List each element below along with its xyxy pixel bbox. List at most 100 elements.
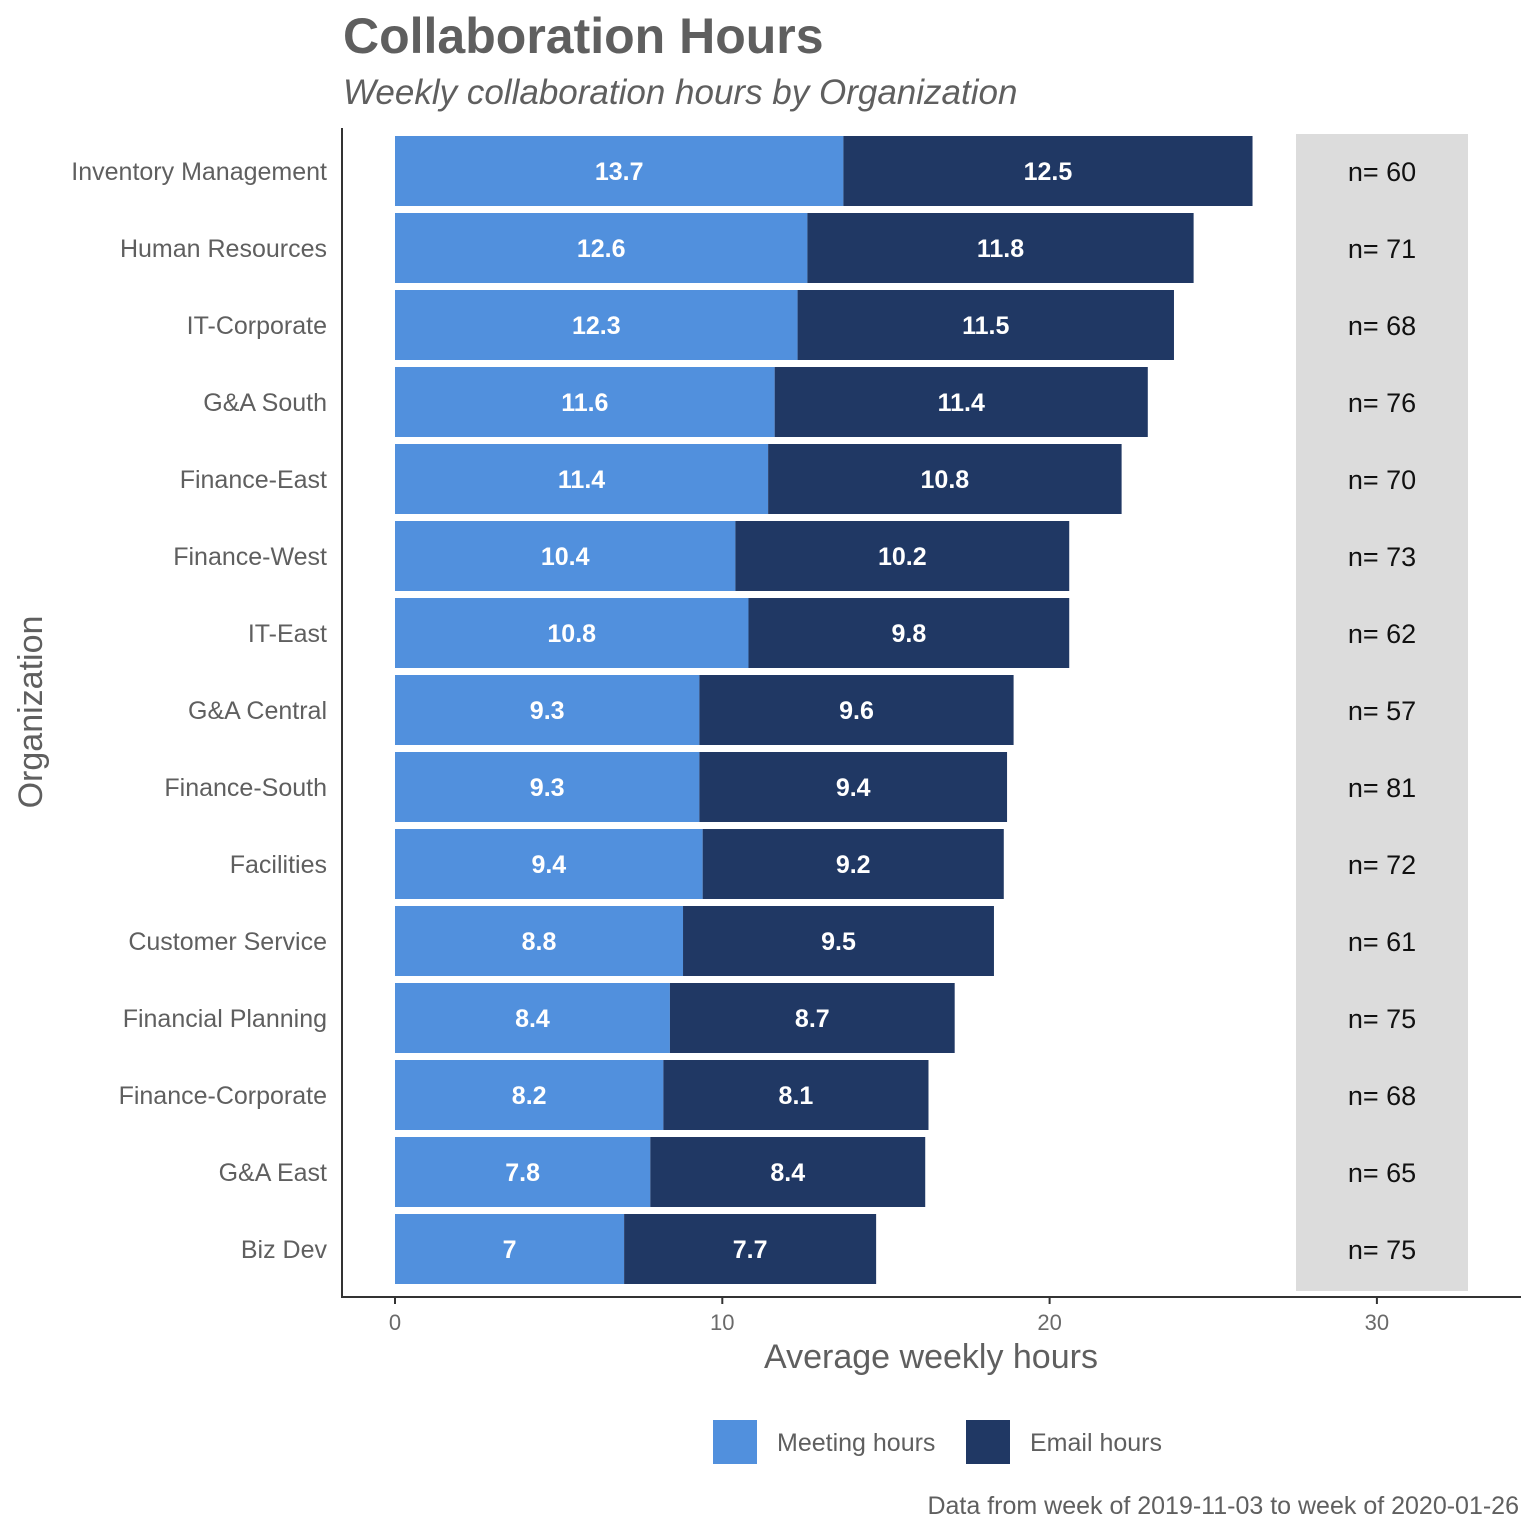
sample-size-labels: n= 60 n= 71 n= 68 n= 76 n= 70 n= 73 n= 62 n= 57… bbox=[1348, 157, 1416, 1265]
bar-email-hours-finance-east bbox=[768, 444, 1122, 514]
bar-value-email-hours-finance-west: 10.2 bbox=[878, 543, 927, 571]
bar-meeting-hours-biz-dev bbox=[395, 1214, 625, 1284]
x-tick-label-20: 20 bbox=[1037, 1310, 1061, 1335]
category-label-finance-west: Finance-West bbox=[173, 543, 327, 571]
bar-value-meeting-hours-it-corporate: 12.3 bbox=[572, 312, 621, 340]
sample-size-human-resources: n= 71 bbox=[1348, 234, 1416, 264]
category-label-ganda-central: G&A Central bbox=[188, 697, 327, 725]
bar-value-email-hours-facilities: 9.2 bbox=[836, 851, 871, 879]
category-label-biz-dev: Biz Dev bbox=[241, 1236, 328, 1264]
bar-meeting-hours-it-east bbox=[395, 598, 749, 668]
bar-email-hours-financial-planning bbox=[669, 983, 955, 1053]
bar-value-email-hours-finance-south: 9.4 bbox=[836, 774, 871, 802]
bar-email-hours-it-east bbox=[748, 598, 1070, 668]
bar-value-email-hours-it-corporate: 11.5 bbox=[962, 312, 1009, 340]
bar-value-email-hours-it-east: 9.8 bbox=[891, 620, 926, 648]
bar-value-email-hours-human-resources: 11.8 bbox=[977, 235, 1024, 263]
chart-caption: Data from week of 2019-11-03 to week of … bbox=[927, 1492, 1519, 1520]
category-label-finance-south: Finance-South bbox=[164, 774, 327, 802]
bars-layer: 13.7 12.5 12.6 11.8 12.3 11.5 11.6 11.4 11.4 10.8… bbox=[395, 136, 1253, 1284]
bar-value-email-hours-ganda-east: 8.4 bbox=[770, 1159, 805, 1187]
sample-size-finance-corporate: n= 68 bbox=[1348, 1081, 1416, 1111]
sample-size-biz-dev: n= 75 bbox=[1348, 1235, 1416, 1265]
sample-size-panel bbox=[1296, 134, 1468, 1291]
sample-size-finance-south: n= 81 bbox=[1348, 773, 1416, 803]
bar-email-hours-facilities bbox=[702, 829, 1004, 899]
bar-value-email-hours-biz-dev: 7.7 bbox=[733, 1236, 768, 1264]
legend-label-meeting-hours: Meeting hours bbox=[777, 1429, 935, 1457]
bar-value-meeting-hours-inventory-management: 13.7 bbox=[595, 158, 644, 186]
bar-meeting-hours-facilities bbox=[395, 829, 703, 899]
category-label-financial-planning: Financial Planning bbox=[123, 1005, 327, 1033]
bar-value-meeting-hours-finance-south: 9.3 bbox=[530, 774, 565, 802]
bar-value-email-hours-finance-east: 10.8 bbox=[921, 466, 970, 494]
sample-size-ganda-south: n= 76 bbox=[1348, 388, 1416, 418]
category-label-finance-corporate: Finance-Corporate bbox=[119, 1082, 327, 1110]
x-axis-title: Average weekly hours bbox=[764, 1338, 1098, 1376]
category-label-finance-east: Finance-East bbox=[180, 466, 327, 494]
bar-meeting-hours-ganda-central bbox=[395, 675, 700, 745]
bar-meeting-hours-customer-service bbox=[395, 906, 684, 976]
bar-email-hours-ganda-south bbox=[774, 367, 1148, 437]
bar-meeting-hours-human-resources bbox=[395, 213, 808, 283]
sample-size-financial-planning: n= 75 bbox=[1348, 1004, 1416, 1034]
sample-size-panel-background bbox=[1296, 134, 1468, 1291]
legend-swatch-email-hours bbox=[966, 1420, 1010, 1464]
bar-meeting-hours-finance-east bbox=[395, 444, 769, 514]
sample-size-finance-west: n= 73 bbox=[1348, 542, 1416, 572]
bar-email-hours-ganda-east bbox=[650, 1137, 926, 1207]
sample-size-facilities: n= 72 bbox=[1348, 850, 1416, 880]
bar-meeting-hours-inventory-management bbox=[395, 136, 844, 206]
sample-size-finance-east: n= 70 bbox=[1348, 465, 1416, 495]
sample-size-it-east: n= 62 bbox=[1348, 619, 1416, 649]
bar-email-hours-ganda-central bbox=[699, 675, 1014, 745]
sample-size-ganda-central: n= 57 bbox=[1348, 696, 1416, 726]
x-tick-label-30: 30 bbox=[1365, 1310, 1389, 1335]
category-labels: Inventory Management Human Resources IT-Co… bbox=[71, 158, 327, 1264]
bar-value-meeting-hours-biz-dev: 7 bbox=[503, 1236, 517, 1264]
category-label-it-corporate: IT-Corporate bbox=[187, 312, 327, 340]
bar-value-email-hours-ganda-central: 9.6 bbox=[839, 697, 874, 725]
bar-value-email-hours-inventory-management: 12.5 bbox=[1024, 158, 1073, 186]
bar-email-hours-biz-dev bbox=[624, 1214, 877, 1284]
bar-meeting-hours-ganda-south bbox=[395, 367, 775, 437]
bar-email-hours-finance-south bbox=[699, 752, 1008, 822]
bar-value-meeting-hours-human-resources: 12.6 bbox=[577, 235, 626, 263]
bar-value-meeting-hours-finance-west: 10.4 bbox=[541, 543, 590, 571]
category-label-ganda-south: G&A South bbox=[203, 389, 327, 417]
category-label-it-east: IT-East bbox=[248, 620, 327, 648]
bar-email-hours-finance-corporate bbox=[663, 1060, 929, 1130]
category-label-customer-service: Customer Service bbox=[128, 928, 327, 956]
chart-title: Collaboration Hours bbox=[343, 8, 824, 64]
bar-value-meeting-hours-financial-planning: 8.4 bbox=[515, 1005, 550, 1033]
bar-value-meeting-hours-facilities: 9.4 bbox=[531, 851, 566, 879]
x-tick-label-10: 10 bbox=[710, 1310, 734, 1335]
bar-email-hours-finance-west bbox=[735, 521, 1070, 591]
bar-value-meeting-hours-finance-east: 11.4 bbox=[558, 466, 605, 494]
bar-value-meeting-hours-it-east: 10.8 bbox=[547, 620, 596, 648]
sample-size-inventory-management: n= 60 bbox=[1348, 157, 1416, 187]
bar-meeting-hours-ganda-east bbox=[395, 1137, 651, 1207]
y-axis-title: Organization bbox=[12, 616, 50, 809]
sample-size-customer-service: n= 61 bbox=[1348, 927, 1416, 957]
bar-email-hours-it-corporate bbox=[797, 290, 1174, 360]
bar-value-meeting-hours-ganda-south: 11.6 bbox=[561, 389, 608, 417]
sample-size-ganda-east: n= 65 bbox=[1348, 1158, 1416, 1188]
bar-value-email-hours-financial-planning: 8.7 bbox=[795, 1005, 830, 1033]
chart-subtitle: Weekly collaboration hours by Organizati… bbox=[343, 73, 1017, 112]
category-label-human-resources: Human Resources bbox=[120, 235, 327, 263]
bar-value-meeting-hours-customer-service: 8.8 bbox=[522, 928, 557, 956]
bar-value-meeting-hours-ganda-east: 7.8 bbox=[505, 1159, 540, 1187]
bar-meeting-hours-financial-planning bbox=[395, 983, 670, 1053]
category-label-facilities: Facilities bbox=[230, 851, 327, 879]
bar-value-meeting-hours-finance-corporate: 8.2 bbox=[512, 1082, 547, 1110]
bar-meeting-hours-finance-south bbox=[395, 752, 700, 822]
legend-swatch-meeting-hours bbox=[713, 1420, 757, 1464]
bar-email-hours-human-resources bbox=[807, 213, 1194, 283]
bar-meeting-hours-finance-west bbox=[395, 521, 736, 591]
bar-value-meeting-hours-ganda-central: 9.3 bbox=[530, 697, 565, 725]
bar-meeting-hours-finance-corporate bbox=[395, 1060, 664, 1130]
x-axis-ticks: 0 10 20 30 bbox=[389, 1297, 1389, 1335]
category-label-inventory-management: Inventory Management bbox=[71, 158, 327, 186]
